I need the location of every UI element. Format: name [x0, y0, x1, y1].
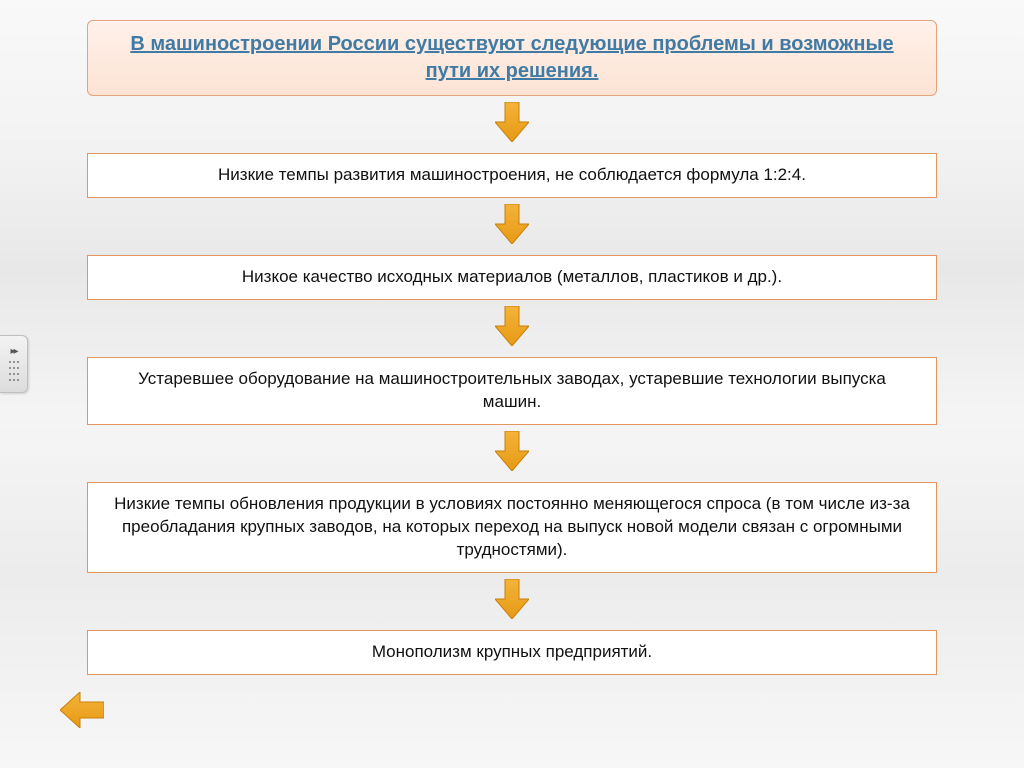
- arrow-down-icon: [495, 431, 529, 471]
- arrow-down-1: [495, 102, 529, 147]
- arrow-down-icon: [495, 204, 529, 244]
- arrow-down-5: [495, 579, 529, 624]
- item-box-2: Низкое качество исходных материалов (мет…: [87, 255, 937, 300]
- item-text-5: Монополизм крупных предприятий.: [372, 642, 652, 661]
- back-button[interactable]: [60, 692, 104, 728]
- arrow-down-4: [495, 431, 529, 476]
- title-text: В машиностроении России существуют следу…: [112, 31, 912, 85]
- arrow-down-3: [495, 306, 529, 351]
- grip-icon: [9, 373, 19, 375]
- grip-icon: [9, 367, 19, 369]
- grip-icon: [9, 379, 19, 381]
- item-text-3: Устаревшее оборудование на машиностроите…: [138, 369, 886, 411]
- item-box-4: Низкие темпы обновления продукции в усло…: [87, 482, 937, 573]
- item-box-5: Монополизм крупных предприятий.: [87, 630, 937, 675]
- arrow-left-icon: [60, 692, 104, 728]
- arrow-down-icon: [495, 306, 529, 346]
- arrow-down-icon: [495, 579, 529, 619]
- item-text-2: Низкое качество исходных материалов (мет…: [242, 267, 782, 286]
- slide: В машиностроении России существуют следу…: [0, 0, 1024, 768]
- item-text-4: Низкие темпы обновления продукции в усло…: [114, 494, 910, 559]
- flow-column: В машиностроении России существуют следу…: [0, 20, 1024, 675]
- chevron-right-icon: ▸▸: [10, 347, 16, 357]
- arrow-down-2: [495, 204, 529, 249]
- title-box: В машиностроении России существуют следу…: [87, 20, 937, 96]
- item-box-1: Низкие темпы развития машиностроения, не…: [87, 153, 937, 198]
- item-box-3: Устаревшее оборудование на машиностроите…: [87, 357, 937, 425]
- side-panel-expand[interactable]: ▸▸: [0, 335, 28, 393]
- item-text-1: Низкие темпы развития машиностроения, не…: [218, 165, 806, 184]
- arrow-down-icon: [495, 102, 529, 142]
- grip-icon: [9, 361, 19, 363]
